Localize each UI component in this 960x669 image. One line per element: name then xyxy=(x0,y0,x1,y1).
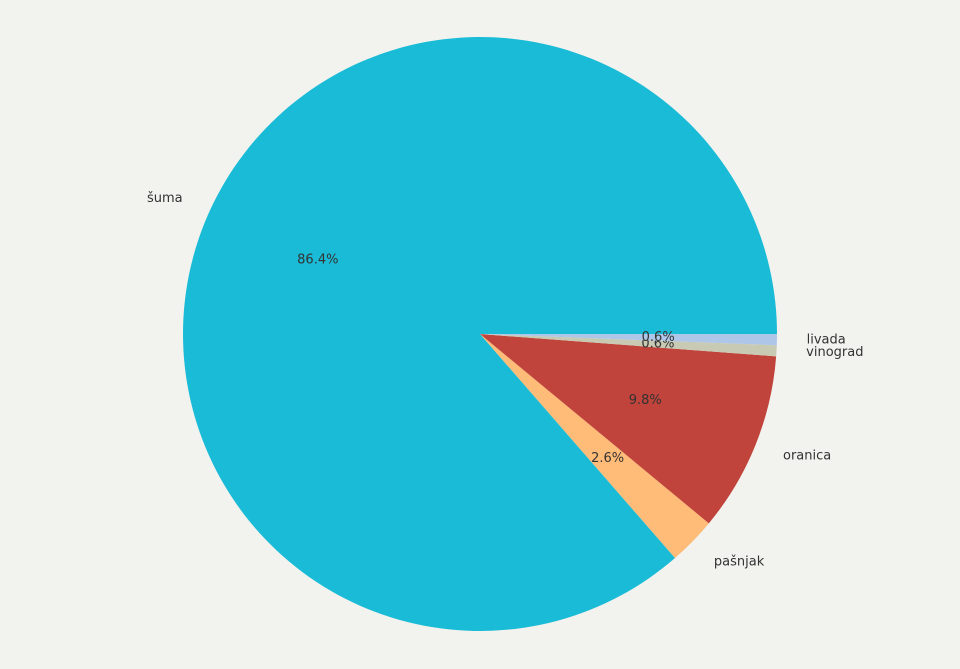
slice-label: vinograd xyxy=(806,345,863,360)
percent-label: 0.6% xyxy=(642,330,675,345)
pie-slice xyxy=(480,334,777,357)
slice-label: pašnjak xyxy=(714,555,765,570)
percent-label: 2.6% xyxy=(591,451,624,466)
slice-label: šuma xyxy=(147,191,183,206)
percent-label: 9.8% xyxy=(629,393,662,408)
pie-slice xyxy=(480,334,709,559)
pie-slice xyxy=(183,36,777,631)
pie-slice xyxy=(480,334,777,346)
slice-label: oranica xyxy=(783,449,831,464)
slice-label: livada xyxy=(807,333,846,348)
pie-slice xyxy=(480,334,777,524)
percent-label: 86.4% xyxy=(297,253,338,268)
